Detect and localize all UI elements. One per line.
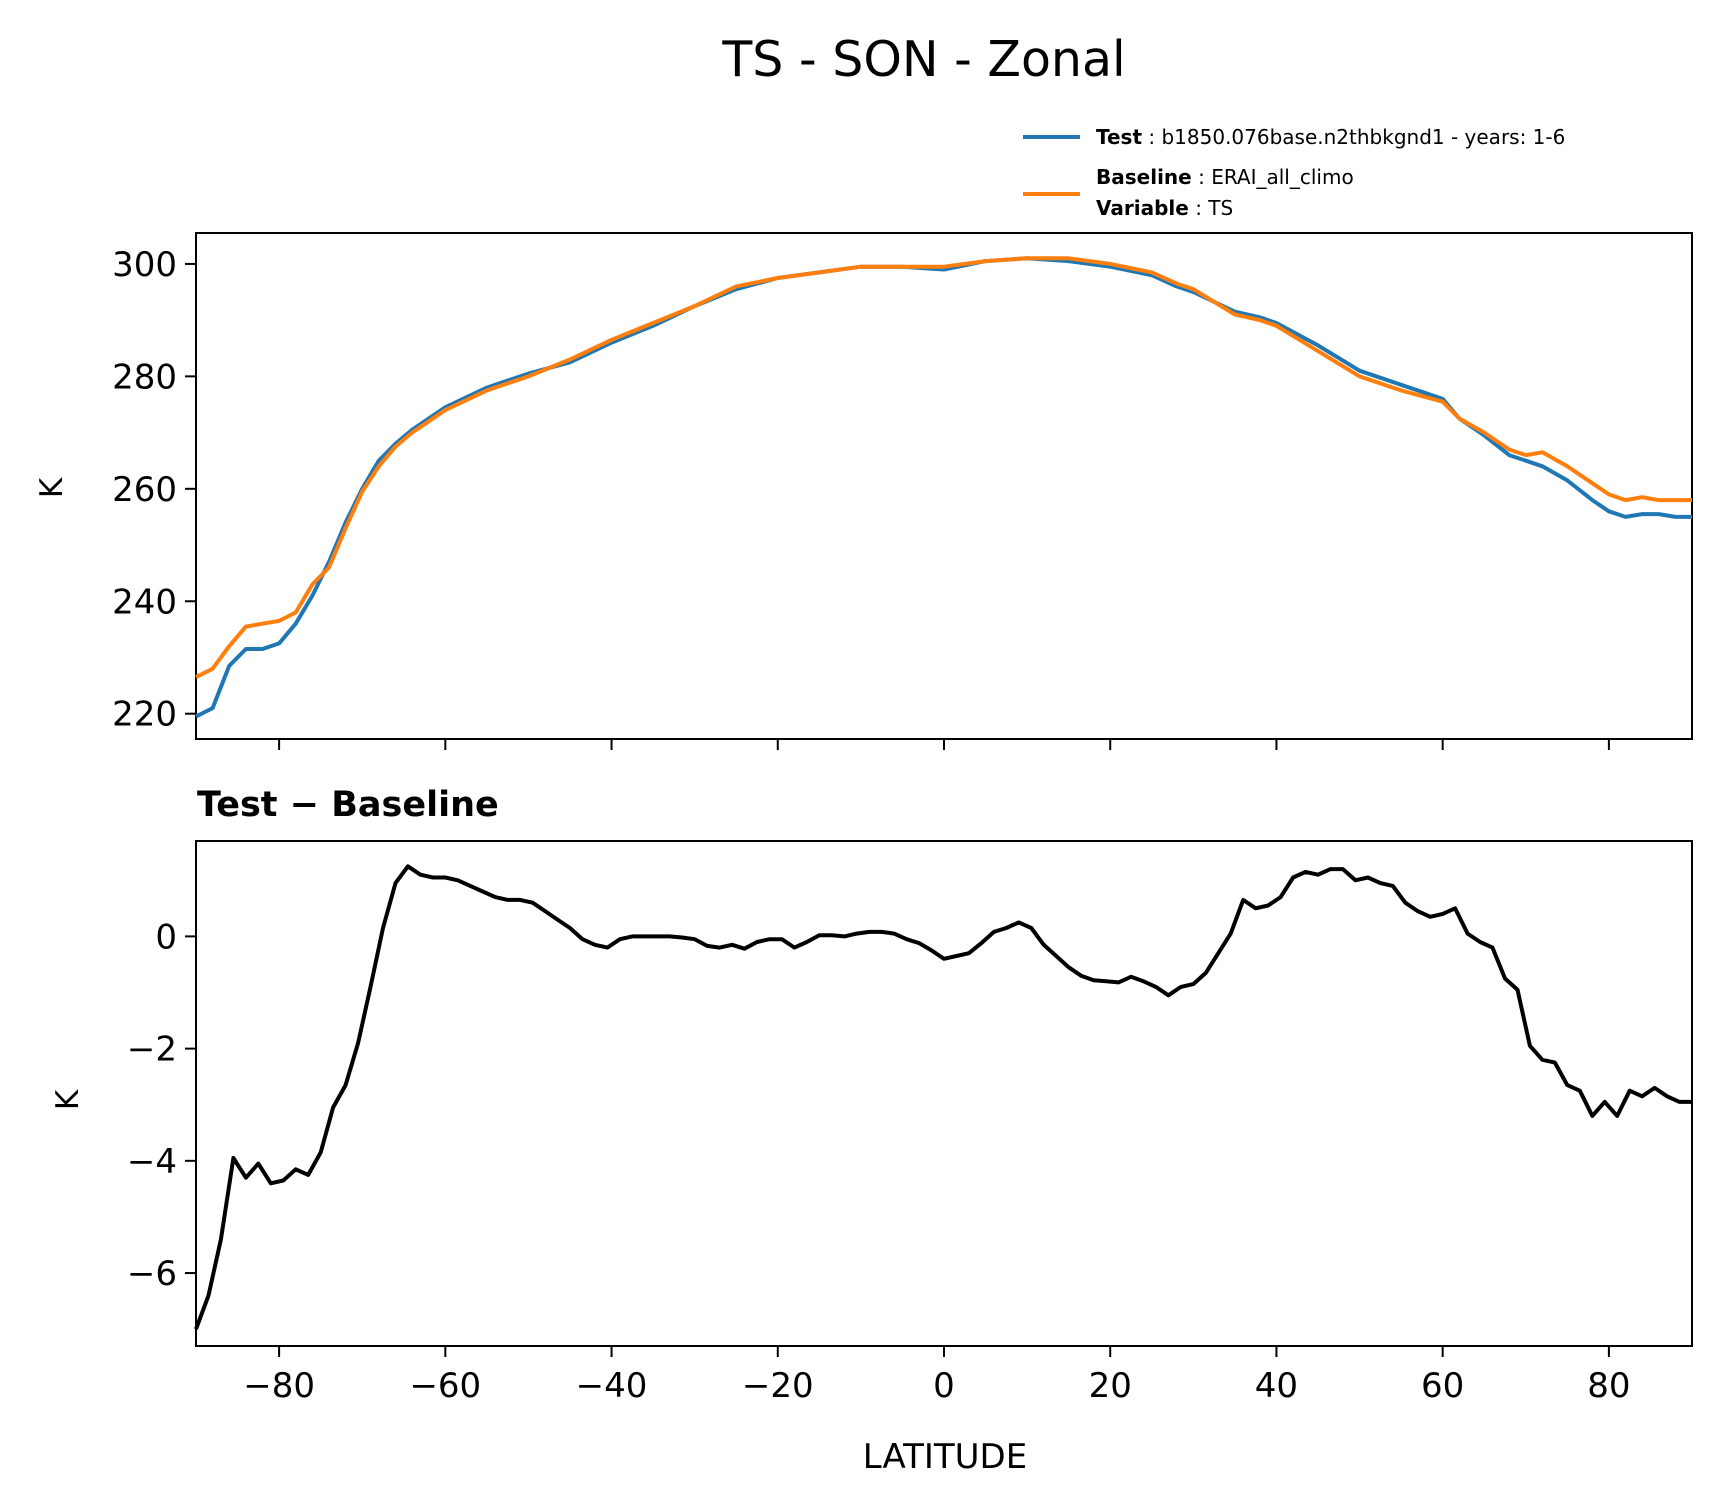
bottom-ticks: −80 −60 −40 −20 0 20 40 60 80−6−4−20 bbox=[127, 917, 1631, 1406]
x-tick-label: −60 bbox=[409, 1366, 481, 1406]
difference-series-line bbox=[194, 864, 1692, 1330]
x-tick-label: 80 bbox=[1587, 1366, 1630, 1406]
top-axes-frame bbox=[195, 232, 1693, 740]
baseline-series-line bbox=[195, 256, 1692, 679]
legend-baseline-label: Baseline bbox=[1096, 165, 1192, 189]
figure-title: TS - SON - Zonal bbox=[721, 31, 1125, 88]
legend-baseline-entry: Baseline : ERAI_all_climo bbox=[1096, 165, 1354, 189]
x-tick-label: −20 bbox=[742, 1366, 814, 1406]
top-y-axis-label: K bbox=[34, 477, 70, 498]
top-panel: 220 240 260 280 300 K bbox=[34, 232, 1693, 750]
y-tick-label: 0 bbox=[155, 917, 177, 957]
legend-baseline-value: ERAI_all_climo bbox=[1211, 165, 1354, 189]
y-tick-label: 300 bbox=[112, 245, 177, 285]
y-tick-label: −6 bbox=[127, 1254, 177, 1294]
x-tick-label: 60 bbox=[1421, 1366, 1464, 1406]
bottom-axes-frame bbox=[195, 840, 1693, 1347]
x-tick-label: 40 bbox=[1255, 1366, 1298, 1406]
x-tick-label: 0 bbox=[933, 1366, 955, 1406]
x-tick-label: 20 bbox=[1089, 1366, 1132, 1406]
x-tick-label: −80 bbox=[243, 1366, 315, 1406]
y-tick-label: 220 bbox=[112, 695, 177, 735]
y-tick-label: 260 bbox=[112, 470, 177, 510]
y-tick-label: 240 bbox=[112, 582, 177, 622]
legend-test-entry: Test : b1850.076base.n2thbkgnd1 - years:… bbox=[1096, 125, 1566, 149]
y-tick-label: −2 bbox=[127, 1030, 177, 1070]
legend-test-label: Test bbox=[1096, 125, 1143, 149]
x-tick-label: −40 bbox=[576, 1366, 648, 1406]
y-tick-label: −4 bbox=[127, 1142, 177, 1182]
top-lines bbox=[195, 256, 1692, 719]
y-tick-label: 280 bbox=[112, 357, 177, 397]
bottom-panel: Test − Baseline −80 −60 −40 −20 0 20 40 60 80−6−… bbox=[50, 785, 1693, 1477]
legend-test-value: b1850.076base.n2thbkgnd1 - years: 1-6 bbox=[1161, 125, 1566, 149]
x-axis-label: LATITUDE bbox=[863, 1437, 1027, 1477]
bottom-lines bbox=[194, 864, 1692, 1330]
test-series-line bbox=[195, 256, 1692, 719]
legend-variable-entry: Variable : TS bbox=[1096, 196, 1234, 220]
bottom-panel-title: Test − Baseline bbox=[197, 785, 499, 825]
top-ticks: 220 240 260 280 300 bbox=[112, 245, 1610, 750]
legend-variable-label: Variable bbox=[1096, 196, 1189, 220]
legend-variable-value: TS bbox=[1208, 196, 1234, 220]
bottom-y-axis-label: K bbox=[50, 1089, 86, 1110]
